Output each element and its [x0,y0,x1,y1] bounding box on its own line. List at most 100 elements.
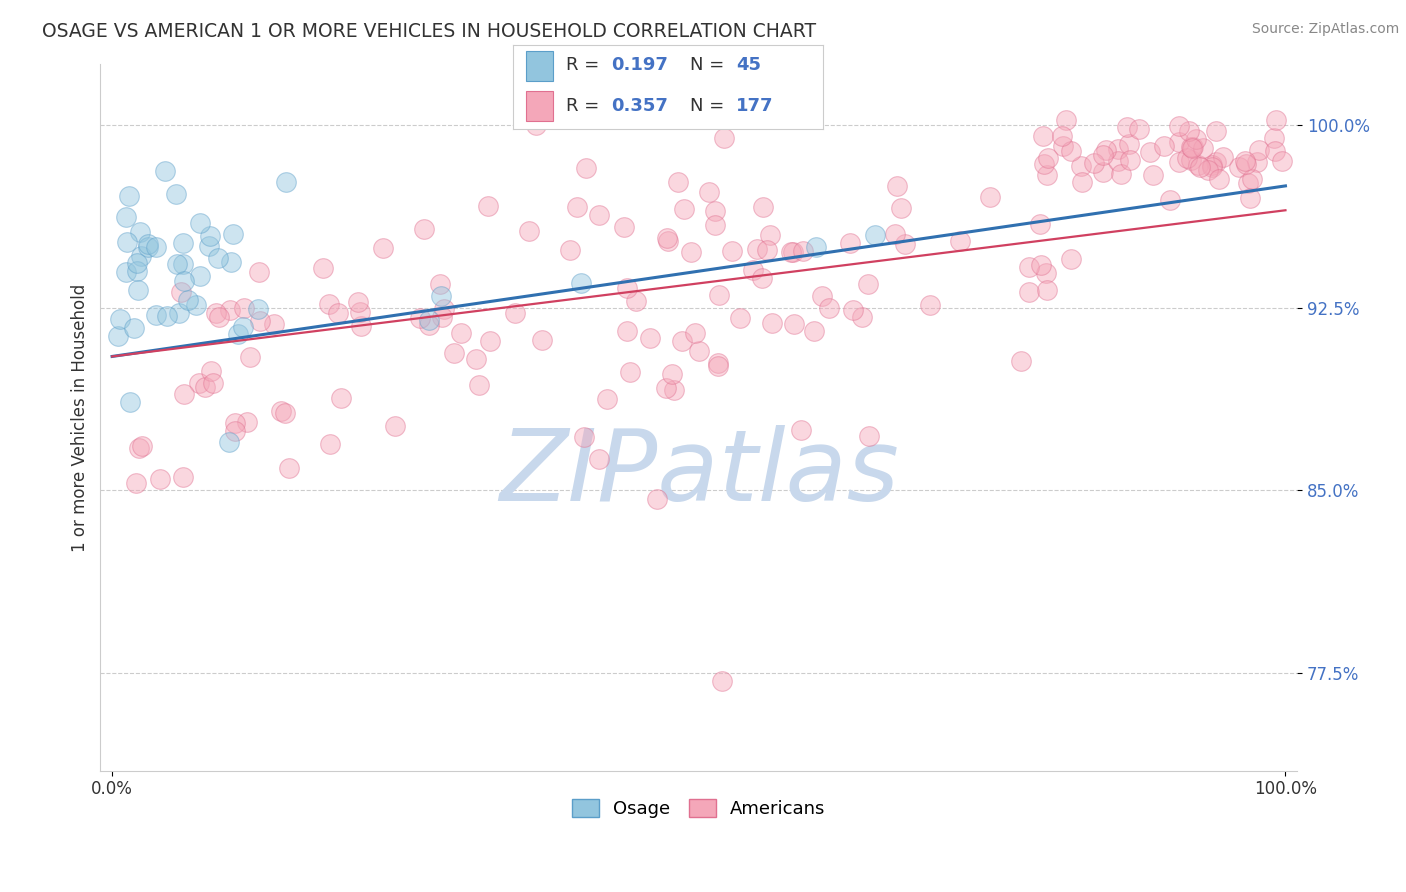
Point [920,298,942,312]
Point [246,301,269,316]
Point [790,424,813,438]
Point [792,244,814,259]
Point [657,234,679,248]
Point [1070,159,1092,173]
Point [759,228,782,243]
Point [1029,258,1052,272]
Point [1208,171,1230,186]
Point [661,368,683,382]
Point [188,376,211,390]
Point [1185,132,1208,146]
Point [429,288,451,302]
Point [707,359,730,374]
Point [780,244,803,259]
Point [751,271,773,285]
Text: ZIPatlas: ZIPatlas [499,425,898,523]
Point [1036,168,1059,182]
Point [894,237,917,252]
Point [688,344,710,359]
Point [1060,144,1083,158]
Point [478,334,501,348]
Point [124,475,146,490]
Point [1247,143,1270,157]
Point [219,303,242,318]
Point [200,229,222,244]
Point [167,306,190,320]
Y-axis label: 1 or more Vehicles in Household: 1 or more Vehicles in Household [72,284,89,551]
Point [263,317,285,331]
Point [194,380,217,394]
Point [851,310,873,325]
Point [149,472,172,486]
Point [136,240,159,254]
Point [173,274,195,288]
Point [1233,153,1256,168]
Point [430,310,453,324]
Point [1092,165,1115,179]
Point [125,264,148,278]
Point [655,231,678,245]
Point [671,334,693,348]
Point [118,394,141,409]
Point [1175,151,1198,165]
Text: 45: 45 [735,56,761,74]
Point [108,312,131,326]
Text: OSAGE VS AMERICAN 1 OR MORE VEHICLES IN HOUSEHOLD CORRELATION CHART: OSAGE VS AMERICAN 1 OR MORE VEHICLES IN … [42,22,817,41]
Point [198,238,221,252]
Point [804,240,827,254]
Point [145,240,167,254]
Point [1060,252,1083,266]
Point [329,391,352,405]
Point [863,227,886,242]
Point [347,295,370,310]
Point [1180,140,1202,154]
Point [115,210,138,224]
Point [249,313,271,327]
Text: 0.357: 0.357 [610,97,668,115]
Point [127,283,149,297]
Point [596,392,619,406]
Point [884,227,907,241]
Point [131,439,153,453]
Point [752,201,775,215]
Point [1071,175,1094,189]
Point [205,305,228,319]
Point [645,491,668,506]
Point [1271,153,1294,168]
Point [270,404,292,418]
Point [247,265,270,279]
Point [1201,158,1223,172]
Point [530,333,553,347]
Point [1178,123,1201,137]
Point [1031,128,1053,143]
Point [756,244,779,258]
Point [761,316,783,330]
Point [588,208,610,222]
Point [704,204,727,219]
Point [188,216,211,230]
Point [1241,171,1264,186]
Point [107,329,129,343]
Point [1036,283,1059,297]
Point [713,131,735,145]
Point [1018,285,1040,299]
Point [186,298,208,312]
Point [704,218,727,232]
Point [1054,113,1077,128]
Point [524,118,547,132]
Point [412,221,434,235]
Point [408,311,430,326]
Point [979,190,1001,204]
Point [842,303,865,318]
Point [709,288,731,302]
Point [1128,122,1150,136]
Point [173,386,195,401]
Point [1107,153,1129,168]
Point [1159,193,1181,207]
Point [208,310,231,325]
Point [319,437,342,451]
Point [1227,160,1250,174]
Point [1182,140,1205,154]
Point [188,268,211,283]
Point [721,244,744,258]
